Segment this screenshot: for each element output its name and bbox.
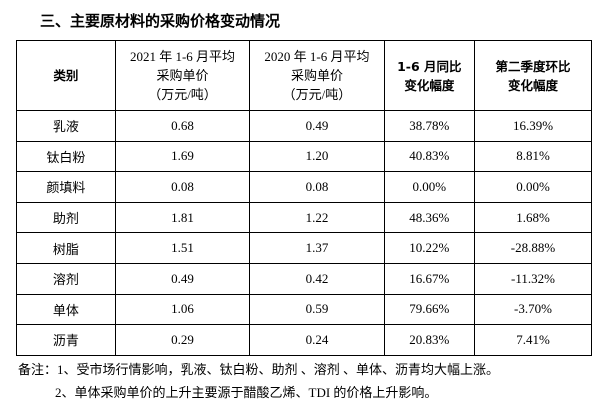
value-cell: 0.24 (249, 324, 385, 356)
value-cell: 0.49 (249, 110, 385, 142)
value-cell: 0.00% (383, 171, 475, 203)
header-line: （万元/吨） (148, 87, 217, 102)
table-row: 颜填料 0.08 0.08 0.00% 0.00% (16, 171, 593, 203)
header-cell: 第二季度环比 变化幅度 (473, 40, 593, 111)
header-line: 变化幅度 (507, 77, 558, 93)
value-cell: 1.37 (249, 232, 385, 264)
price-table: 类别 2021 年 1-6 月平均 采购单价 （万元/吨） 2020 年 1-6 月平均… (16, 40, 593, 356)
value-cell: 0.68 (114, 110, 251, 142)
value-cell: 1.68% (473, 201, 593, 234)
header-line: 变化幅度 (404, 77, 455, 93)
value-cell: -3.70% (473, 293, 593, 326)
note: 2、单体采购单价的上升主要源于醋酸乙烯、TDI 的价格上升影响。 (55, 385, 438, 400)
value-cell: 1.81 (114, 201, 251, 234)
value-cell: 0.08 (114, 171, 251, 203)
value-cell: 1.22 (249, 201, 385, 234)
value-cell: 8.81% (473, 140, 593, 173)
value-cell: 20.83% (383, 324, 475, 356)
table-row: 沥青 0.29 0.24 20.83% 7.41% (16, 324, 593, 356)
category-cell: 助剂 (16, 201, 116, 234)
value-cell: 1.51 (114, 232, 251, 264)
table-row: 钛白粉 1.69 1.20 40.83% 8.81% (16, 140, 593, 173)
value-cell: 0.29 (114, 324, 251, 356)
value-cell: 1.06 (114, 293, 251, 326)
header-line: 采购单价 (156, 68, 209, 83)
header-line: 类别 (53, 68, 79, 83)
value-cell: 1.69 (114, 140, 251, 173)
header-cell: 2020 年 1-6 月平均 采购单价 （万元/吨） (249, 40, 385, 111)
category-cell: 溶剂 (16, 262, 116, 295)
category-cell: 沥青 (16, 324, 116, 356)
value-cell: 1.20 (249, 140, 385, 173)
note: 备注：1、受市场行情影响，乳液、钛白粉、助剂 、溶剂 、单体、沥青均大幅上涨。 (18, 362, 500, 377)
table-header: 类别 2021 年 1-6 月平均 采购单价 （万元/吨） 2020 年 1-6 月平均… (16, 40, 593, 111)
header-cell: 类别 (16, 40, 116, 111)
value-cell: 0.00% (473, 171, 593, 203)
category-cell: 钛白粉 (16, 140, 116, 173)
value-cell: 0.42 (249, 262, 385, 295)
header-row: 类别 2021 年 1-6 月平均 采购单价 （万元/吨） 2020 年 1-6 月平均… (16, 40, 593, 111)
header-line: 2020 年 1-6 月平均 (264, 49, 370, 64)
value-cell: 0.49 (114, 262, 251, 295)
value-cell: 16.39% (473, 110, 593, 142)
value-cell: 10.22% (383, 232, 475, 264)
category-cell: 树脂 (16, 232, 116, 264)
header-cell: 2021 年 1-6 月平均 采购单价 （万元/吨） (114, 40, 251, 111)
header-cell: 1-6 月同比 变化幅度 (383, 40, 475, 111)
table-row: 溶剂 0.49 0.42 16.67% -11.32% (16, 262, 593, 295)
category-cell: 颜填料 (16, 171, 116, 203)
table-row: 乳液 0.68 0.49 38.78% 16.39% (16, 110, 593, 142)
value-cell: 0.08 (249, 171, 385, 203)
value-cell: 16.67% (383, 262, 475, 295)
table-row: 单体 1.06 0.59 79.66% -3.70% (16, 293, 593, 326)
category-cell: 乳液 (16, 110, 116, 142)
value-cell: 38.78% (383, 110, 475, 142)
value-cell: 7.41% (473, 324, 593, 356)
value-cell: 0.59 (249, 293, 385, 326)
value-cell: 48.36% (383, 201, 475, 234)
value-cell: 79.66% (383, 293, 475, 326)
header-line: 采购单价 (290, 68, 343, 83)
header-line: 第二季度环比 (495, 58, 571, 74)
value-cell: -28.88% (473, 232, 593, 264)
table-row: 助剂 1.81 1.22 48.36% 1.68% (16, 201, 593, 234)
table-body: 乳液 0.68 0.49 38.78% 16.39% 钛白粉 1.69 1.20 40.83% 8… (16, 110, 593, 356)
value-cell: 40.83% (383, 140, 475, 173)
value-cell: -11.32% (473, 262, 593, 295)
header-line: （万元/吨） (282, 87, 352, 102)
header-line: 2021 年 1-6 月平均 (129, 49, 236, 64)
table-row: 树脂 1.51 1.37 10.22% -28.88% (16, 232, 593, 264)
section-title: 三、主要原材料的采购价格变动情况 (40, 12, 281, 30)
header-line: 1-6 月同比 (397, 58, 462, 74)
category-cell: 单体 (16, 293, 116, 326)
